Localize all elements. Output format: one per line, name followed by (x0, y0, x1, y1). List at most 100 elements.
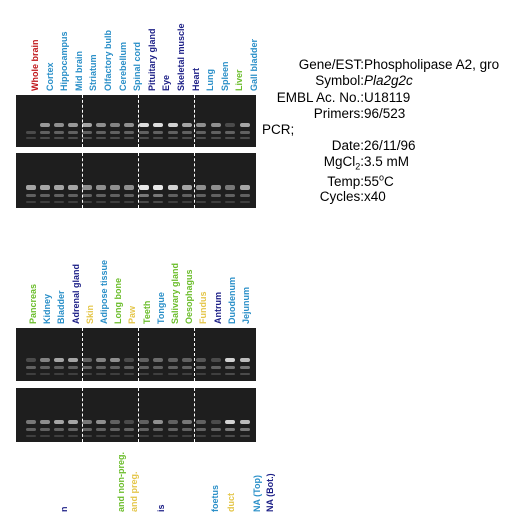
gel-band (68, 201, 78, 203)
gel-band (182, 373, 192, 375)
lane-label: Paw (127, 305, 138, 324)
gel-band (211, 201, 221, 203)
lane-label: and non-preg. (116, 452, 126, 512)
gel-band (40, 358, 50, 362)
gel-band (153, 201, 163, 203)
gel-band (96, 420, 106, 424)
gel-band (168, 131, 178, 134)
lane-label: Mid brain (73, 51, 84, 91)
lane-label: Bladder (56, 290, 67, 324)
gel-band (196, 373, 206, 375)
lane-divider (194, 388, 195, 442)
gel-band (153, 420, 163, 424)
cycles-value: x40 (364, 189, 386, 204)
gel-band (182, 201, 192, 203)
lane-label: NA (Top) (252, 475, 262, 512)
gel-band (40, 366, 50, 369)
lane-label: Eye (161, 74, 172, 91)
gel-band (40, 123, 50, 127)
gel-band (40, 420, 50, 424)
gel-band (54, 185, 64, 190)
gel-band (225, 201, 235, 203)
gel-band (211, 185, 221, 190)
gel-band (168, 435, 178, 437)
gel-band (68, 137, 78, 139)
gel-band (168, 185, 178, 190)
gel-band (225, 373, 235, 375)
gel-band (196, 185, 206, 190)
gel-band (54, 194, 64, 197)
gel-band (225, 194, 235, 197)
gel-band (139, 131, 149, 134)
lane-label: Pituitary gland (146, 28, 157, 91)
primers-key: Primers: (313, 106, 364, 121)
lane-label: Spinal cord (132, 41, 143, 91)
gel-band (225, 185, 235, 190)
gel-band (240, 358, 250, 362)
gel-band (211, 194, 221, 197)
gel-band (225, 366, 235, 369)
gel-band (182, 428, 192, 431)
gel-band (153, 137, 163, 139)
gel-band (139, 194, 149, 197)
gel-band (68, 185, 78, 190)
gel-band (68, 428, 78, 431)
lane-label: Spleen (219, 61, 230, 91)
gel-band (82, 137, 92, 139)
gel-band (54, 428, 64, 431)
lane-label: Fundus (198, 291, 209, 325)
gel-image-panel-2-bottom (16, 388, 256, 442)
gel-band (153, 185, 163, 190)
lane-label: Teeth (141, 300, 152, 324)
gel-band (110, 358, 120, 362)
gel-band (240, 201, 250, 203)
gel-band (26, 194, 36, 197)
gel-band (110, 366, 120, 369)
embl-value: U18119 (364, 90, 411, 105)
lane-label: Antrum (212, 292, 223, 324)
lane-label: Adipose tissue (99, 259, 109, 324)
gel-band (124, 358, 134, 362)
gel-band (96, 131, 106, 134)
gel-band (82, 123, 92, 127)
lane-divider (194, 328, 195, 381)
gel-band (240, 373, 250, 375)
date-key: Date: (331, 138, 364, 153)
gel-band (124, 435, 134, 437)
lane-label: Liver (234, 69, 245, 91)
lane-label: Salivary gland (170, 262, 180, 324)
gel-band (110, 185, 120, 190)
gel-band (225, 131, 235, 134)
gel-band (182, 131, 192, 134)
gel-band (168, 201, 178, 203)
gel-band (82, 131, 92, 134)
gel-band (26, 420, 36, 424)
gel-band (139, 185, 149, 190)
gel-band (196, 201, 206, 203)
gel-band (54, 373, 64, 375)
lane-label: Long bone (113, 278, 124, 324)
gel-band (124, 123, 134, 127)
gel-band (96, 194, 106, 197)
gel-band (168, 358, 178, 362)
gel-band (182, 185, 192, 190)
gel-band (124, 137, 134, 139)
symbol-key: Symbol: (315, 73, 364, 88)
gel-band (110, 435, 120, 437)
lane-divider (82, 328, 83, 381)
gel-band (40, 131, 50, 134)
gel-band (211, 435, 221, 437)
gel-band (68, 358, 78, 362)
lane-label: Pancreas (28, 283, 38, 324)
gel-band (196, 428, 206, 431)
lane-label: duct (226, 493, 236, 512)
gel-band (211, 366, 221, 369)
gel-band (110, 201, 120, 203)
lane-divider (194, 153, 195, 208)
gel-band (168, 420, 178, 424)
gel-band (225, 123, 235, 127)
gel-band (240, 420, 250, 424)
lane-label: Oesophagus (184, 269, 195, 324)
gel-band (225, 435, 235, 437)
lane-label: Gall bladder (249, 38, 259, 91)
